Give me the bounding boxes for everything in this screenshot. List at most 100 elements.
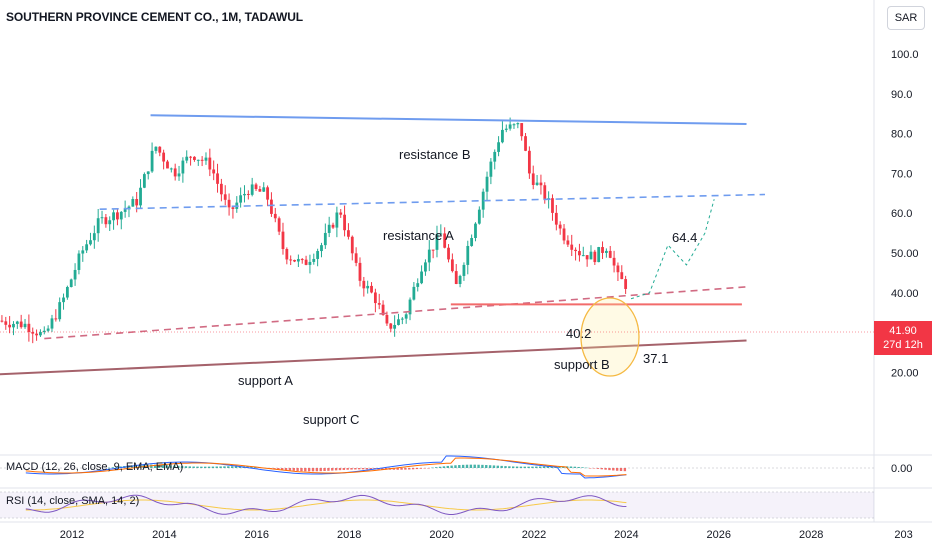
macd-histogram-bar <box>300 468 303 472</box>
candle-body <box>108 220 112 225</box>
macd-histogram-bar <box>215 466 218 468</box>
highlight-circle <box>580 297 640 377</box>
candle-body <box>481 191 485 210</box>
candle-body <box>112 212 115 221</box>
macd-histogram-bar <box>219 466 222 468</box>
candle-body <box>508 124 512 129</box>
macd-histogram-bar <box>381 468 384 470</box>
macd-histogram-bar <box>204 466 207 468</box>
macd-histogram-bar <box>488 465 492 468</box>
macd-histogram-bar <box>227 466 230 468</box>
candle-body <box>196 159 200 161</box>
candle-body <box>389 323 393 329</box>
macd-histogram-bar <box>111 467 115 468</box>
candle-body <box>254 184 258 190</box>
rsi-pane <box>0 491 874 519</box>
candle-body <box>320 245 323 252</box>
candle-body <box>285 249 289 260</box>
candle-body <box>289 259 293 261</box>
candle-body <box>435 234 439 250</box>
macd-histogram-bar <box>496 465 500 468</box>
candle-body <box>366 285 370 289</box>
candle-body <box>393 324 397 329</box>
candle-body <box>62 297 65 303</box>
macd-histogram-bar <box>492 465 496 468</box>
macd-histogram-bar <box>473 464 476 468</box>
macd-histogram-bar <box>304 468 307 472</box>
y-tick-label: 100.0 <box>891 49 919 61</box>
currency-button[interactable]: SAR <box>887 6 925 30</box>
macd-histogram-bar <box>334 468 338 471</box>
last-price-tag: 41.90 27d 12h <box>874 321 932 355</box>
macd-histogram-bar <box>411 468 415 470</box>
candle-body <box>612 257 616 266</box>
macd-histogram-bar <box>404 468 407 470</box>
macd-histogram-bar <box>115 466 118 468</box>
y-tick-label: 60.0 <box>891 208 912 220</box>
candle-body <box>231 207 235 209</box>
candle-body <box>485 176 489 192</box>
macd-histogram-bar <box>354 468 357 470</box>
candle-body <box>578 251 581 256</box>
candle-body <box>219 183 223 195</box>
candle-body <box>131 199 135 207</box>
trend-line-resistance-b <box>150 114 747 126</box>
macd-histogram-bar <box>400 468 403 470</box>
candle-body <box>204 157 208 161</box>
macd-histogram-bar <box>130 465 134 468</box>
macd-histogram-bar <box>392 468 396 470</box>
candle-body <box>454 271 458 284</box>
candle-body <box>462 264 466 276</box>
candle-body <box>173 168 177 177</box>
candle-body <box>316 251 320 259</box>
macd-histogram-bar <box>365 468 369 470</box>
rsi-band <box>0 492 874 518</box>
x-tick-label: 2022 <box>522 529 546 541</box>
macd-histogram-bar <box>446 465 449 468</box>
trend-line-support-a <box>44 286 747 340</box>
macd-histogram-bar <box>515 466 519 468</box>
macd-histogram-bar <box>519 466 523 468</box>
candle-body <box>535 182 539 185</box>
macd-histogram-bar <box>573 466 577 468</box>
macd-histogram-bar <box>396 468 399 470</box>
candle-body <box>42 330 46 333</box>
macd-histogram-bar <box>288 468 292 471</box>
macd-histogram-bar <box>431 467 434 469</box>
candle-body <box>92 233 96 241</box>
macd-histogram-bar <box>138 464 141 468</box>
candle-body <box>377 303 381 305</box>
candle-body <box>362 280 366 289</box>
macd-histogram-bar <box>192 466 195 468</box>
macd-histogram-bar <box>292 468 295 471</box>
candle-body <box>212 169 216 174</box>
candle-body <box>100 217 104 219</box>
candle-body <box>335 212 339 228</box>
macd-histogram-bar <box>338 468 342 471</box>
candle-body <box>258 189 262 192</box>
candle-body <box>266 187 269 200</box>
candle-body <box>200 159 204 161</box>
candle-body <box>604 250 608 253</box>
macd-label[interactable]: MACD (12, 26, close, 9, EMA, EMA) <box>6 461 184 473</box>
macd-zero-label: 0.00 <box>891 463 912 475</box>
projection-path <box>630 199 715 300</box>
macd-histogram-bar <box>500 465 503 468</box>
rsi-label[interactable]: RSI (14, close, SMA, 14, 2) <box>6 495 140 507</box>
macd-histogram-bar <box>469 464 473 468</box>
candle-body <box>270 199 273 214</box>
candle-body <box>566 240 570 245</box>
macd-histogram-bar <box>481 464 484 468</box>
candle-body <box>227 199 231 208</box>
macd-histogram-bar <box>296 468 299 471</box>
candle-body <box>262 187 266 192</box>
candle-body <box>39 332 42 336</box>
candle-body <box>54 318 58 320</box>
candle-body <box>531 173 535 185</box>
macd-histogram-bar <box>542 466 546 468</box>
macd-histogram-bar <box>435 467 438 468</box>
candle-body <box>4 321 8 325</box>
macd-histogram-bar <box>619 468 623 472</box>
candle-body <box>250 184 254 195</box>
